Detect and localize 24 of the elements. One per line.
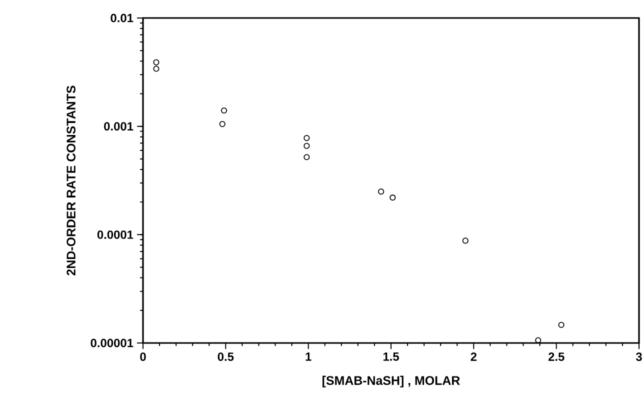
y-tick-label: 0.00001 bbox=[90, 338, 134, 348]
point bbox=[304, 142, 310, 149]
point bbox=[219, 121, 226, 128]
point bbox=[304, 134, 310, 142]
x-axis-title: [SMAB-NaSH] , MOLAR bbox=[322, 376, 460, 388]
x-tick-label: 2.5 bbox=[548, 352, 564, 361]
x-tick-label: 3 bbox=[636, 352, 642, 361]
y-tick-label: 0.001 bbox=[104, 122, 134, 131]
point bbox=[153, 59, 160, 66]
y-tick-label: 0.01 bbox=[110, 14, 134, 22]
y-axis-title: 2ND-ORDER RATE CONSTANTS bbox=[66, 86, 76, 276]
point bbox=[558, 322, 564, 328]
point bbox=[153, 66, 160, 72]
point bbox=[220, 107, 228, 114]
x-tick-label: 0.5 bbox=[218, 352, 234, 361]
x-tick-label: 0 bbox=[140, 352, 146, 361]
y-tick-label: 0.0001 bbox=[97, 230, 134, 239]
point bbox=[378, 188, 384, 195]
x-tick-label: 2 bbox=[470, 352, 477, 361]
point bbox=[304, 154, 310, 160]
point bbox=[390, 194, 396, 201]
x-tick-label: 1.5 bbox=[383, 352, 399, 361]
point bbox=[462, 238, 468, 244]
x-tick-label: 1 bbox=[306, 352, 312, 361]
